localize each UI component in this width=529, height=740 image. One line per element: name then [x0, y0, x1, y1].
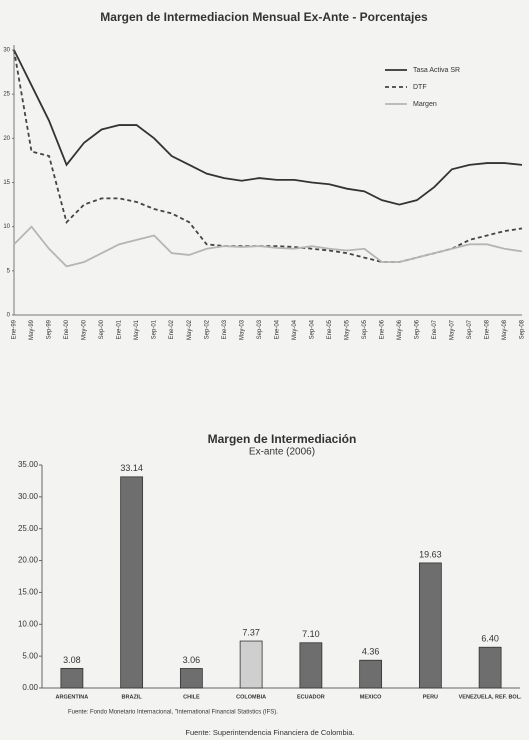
x-tick-label: PERU	[423, 694, 438, 700]
x-tick-label: Ene-99	[12, 319, 18, 339]
footnote: Fuente: Fondo Monetario Internacional, "…	[68, 710, 278, 716]
x-tick-label: Sep-05	[362, 319, 368, 339]
y-tick-label: 30	[3, 48, 10, 54]
bar	[299, 642, 323, 689]
value-label: 6.40	[481, 634, 499, 644]
x-tick-label: MEXICO	[360, 694, 382, 700]
y-tick-label: 35.00	[18, 460, 39, 469]
legend-label: Margen	[413, 101, 437, 108]
bar	[418, 562, 442, 689]
x-tick-label: Ene-00	[64, 319, 70, 339]
x-tick-label: Ene-02	[169, 319, 175, 339]
value-label: 7.37	[242, 627, 260, 637]
x-tick-label: May-01	[134, 319, 140, 340]
y-tick-label: 15.00	[18, 588, 39, 597]
x-tick-label: Sep-99	[47, 319, 53, 339]
y-tick-label: 0	[7, 313, 11, 319]
x-tick-label: Sep-00	[99, 319, 105, 339]
y-tick-label: 20.00	[18, 556, 39, 565]
x-tick-label: May-00	[82, 319, 88, 340]
x-tick-label: May-02	[187, 319, 193, 340]
x-tick-label: ARGENTINA	[56, 694, 89, 700]
x-tick-label: Ene-04	[274, 319, 280, 339]
x-tick-label: ECUADOR	[297, 694, 325, 700]
y-tick-label: 0.00	[22, 683, 38, 692]
x-tick-label: VENEZUELA, REF. BOL.	[459, 694, 522, 700]
line-series	[13, 225, 523, 268]
x-tick-label: BRAZIL	[122, 694, 143, 700]
value-label: 3.08	[63, 655, 81, 665]
x-tick-label: May-07	[450, 319, 456, 340]
value-label: 7.10	[302, 629, 320, 639]
value-label: 4.36	[362, 647, 380, 657]
x-tick-label: May-03	[239, 319, 245, 340]
x-tick-label: Sep-03	[257, 319, 263, 339]
bar	[239, 640, 263, 689]
source: Fuente: Superintendencia Financiera de C…	[185, 728, 354, 737]
x-tick-label: Ene-06	[379, 319, 385, 339]
y-tick-label: 15	[3, 180, 10, 186]
line-series	[13, 49, 523, 206]
y-tick-label: 5.00	[22, 651, 38, 660]
legend-label: Tasa Activa SR	[413, 67, 460, 74]
x-tick-label: Sep-02	[204, 319, 210, 339]
x-tick-label: Sep-08	[520, 319, 526, 339]
x-tick-label: May-04	[292, 319, 298, 340]
y-tick-label: 30.00	[18, 492, 39, 501]
y-tick-label: 5	[7, 268, 11, 274]
chart-title: Margen de Intermediacion Mensual Ex-Ante…	[100, 10, 428, 24]
x-tick-label: Ene-08	[485, 319, 491, 339]
x-tick-label: May-99	[29, 319, 35, 340]
y-tick-label: 25.00	[18, 524, 39, 533]
y-tick-label: 10.00	[18, 619, 39, 628]
x-tick-label: Ene-03	[222, 319, 228, 339]
line-series	[13, 49, 523, 263]
x-tick-label: Sep-01	[152, 319, 158, 339]
x-tick-label: CHILE	[183, 694, 200, 700]
y-tick-label: 10	[3, 224, 10, 230]
x-tick-label: May-06	[397, 319, 403, 340]
x-tick-label: May-05	[344, 319, 350, 340]
value-label: 33.14	[120, 463, 143, 473]
chart-subtitle: Ex-ante (2006)	[249, 447, 315, 458]
bar	[120, 476, 144, 689]
x-tick-label: COLOMBIA	[236, 694, 266, 700]
y-tick-label: 20	[3, 136, 10, 142]
x-tick-label: Sep-04	[309, 319, 315, 339]
x-tick-label: May-08	[502, 319, 508, 340]
value-label: 3.06	[183, 655, 201, 665]
bar	[478, 646, 502, 689]
bar	[60, 667, 84, 689]
legend-label: DTF	[413, 84, 427, 91]
x-tick-label: Sep-06	[414, 319, 420, 339]
bar	[179, 668, 203, 689]
bar	[359, 659, 383, 689]
x-tick-label: Ene-07	[432, 319, 438, 339]
chart-title: Margen de Intermediación	[208, 432, 357, 446]
value-label: 19.63	[419, 549, 442, 559]
x-tick-label: Ene-01	[117, 319, 123, 339]
y-tick-label: 25	[3, 92, 10, 98]
x-tick-label: Sep-07	[467, 319, 473, 339]
x-tick-label: Ene-05	[327, 319, 333, 339]
